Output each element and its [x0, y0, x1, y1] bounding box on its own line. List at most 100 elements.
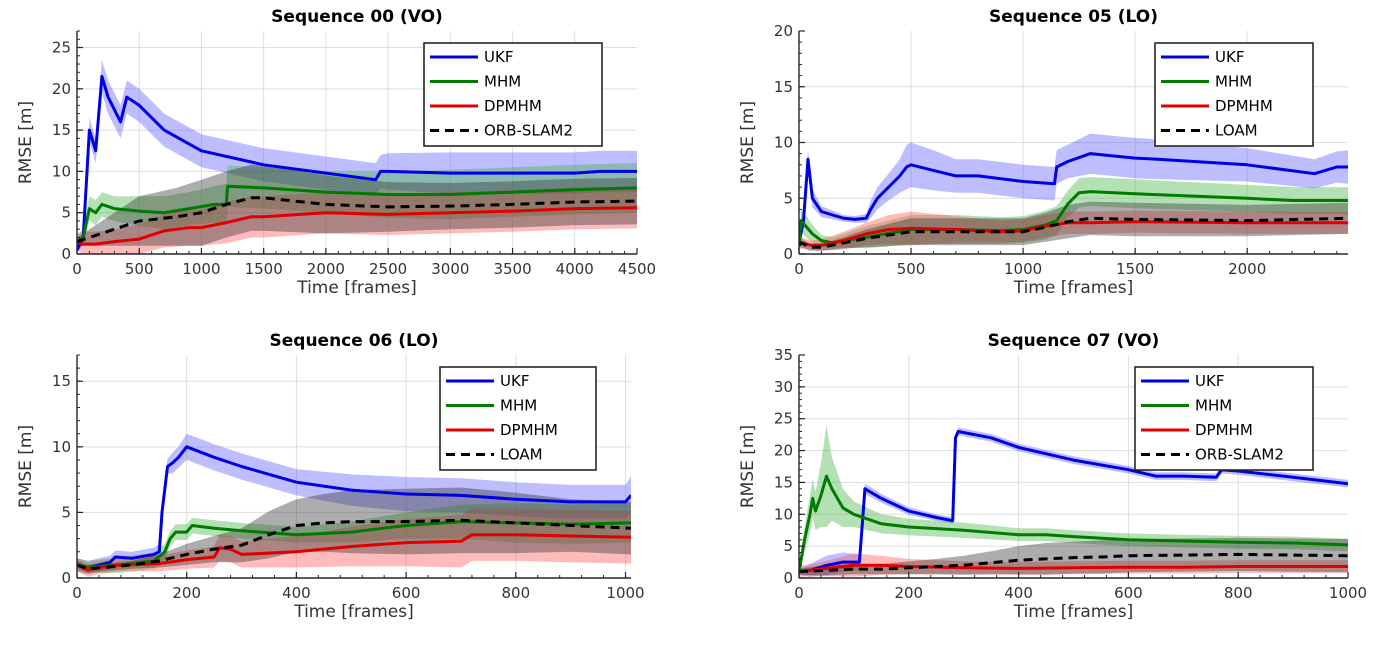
legend-label-mhm: MHM: [1215, 73, 1252, 91]
legend-label-ukf: UKF: [484, 48, 513, 66]
x-axis-label: Time [frames]: [1013, 602, 1134, 622]
y-tick-label: 10: [774, 505, 793, 523]
y-tick-label: 30: [774, 378, 793, 396]
x-tick-label: 800: [501, 584, 530, 602]
legend: UKF MHM DPMHM ORB-SLAM2: [1134, 366, 1314, 471]
x-tick-label: 0: [72, 584, 82, 602]
band-dpmhm: [799, 553, 1348, 577]
line-ukf: [799, 430, 1348, 574]
legend-box: [439, 366, 597, 471]
legend-label-loam: LOAM: [500, 446, 543, 464]
series-group: [799, 425, 1348, 577]
legend-label-ukf: UKF: [500, 372, 529, 390]
y-tick-label: 5: [783, 537, 793, 555]
y-tick-label: 10: [774, 134, 793, 152]
x-tick-label: 200: [172, 584, 201, 602]
x-tick-label: 3500: [493, 260, 531, 278]
x-tick-label: 0: [72, 260, 82, 278]
line-ukf: [799, 152, 1348, 244]
x-tick-label: 400: [282, 584, 311, 602]
x-axis-label: Time [frames]: [1013, 278, 1134, 298]
x-tick-label: 4500: [618, 260, 656, 278]
x-tick-label: 800: [1224, 584, 1253, 602]
x-axis-label: Time [frames]: [296, 278, 417, 298]
legend-label-dpmhm: DPMHM: [1215, 97, 1273, 115]
line-loam: [799, 216, 1348, 249]
panel-2: 0 5 10 15 0 200 400 600 800 1000 Sequence 06 (LO) T…: [16, 331, 645, 622]
y-tick-label: 0: [783, 569, 793, 587]
line-ukf: [77, 445, 631, 569]
legend-label-mhm: MHM: [484, 73, 521, 91]
y-tick-label: 15: [52, 121, 71, 139]
x-tick-label: 1000: [1329, 584, 1367, 602]
x-tick-label: 600: [1114, 584, 1143, 602]
x-tick-label: 600: [392, 584, 421, 602]
x-tick-label: 0: [794, 584, 804, 602]
legend-box: [1134, 366, 1314, 471]
y-tick-label: 5: [783, 189, 793, 207]
y-axis-label: RMSE [m]: [16, 425, 36, 508]
y-tick-label: 20: [52, 80, 71, 98]
band-dpmhm: [77, 508, 631, 577]
x-tick-label: 1500: [1116, 260, 1154, 278]
legend-label-dpmhm: DPMHM: [500, 421, 558, 439]
line-dpmhm: [799, 563, 1348, 574]
legend-label-orb-slam2: ORB-SLAM2: [1195, 446, 1284, 464]
y-axis-label: RMSE [m]: [738, 425, 758, 508]
x-tick-label: 200: [894, 584, 923, 602]
x-tick-label: 1500: [245, 260, 283, 278]
x-tick-label: 2500: [369, 260, 407, 278]
legend: UKF MHM DPMHM LOAM: [439, 366, 597, 471]
x-tick-label: 1000: [1004, 260, 1042, 278]
legend-label-mhm: MHM: [1195, 397, 1232, 415]
legend-label-dpmhm: DPMHM: [484, 97, 542, 115]
y-tick-label: 25: [774, 410, 793, 428]
y-tick-label: 0: [61, 569, 71, 587]
series-group: [799, 133, 1348, 251]
series-group: [77, 59, 637, 254]
y-tick-label: 20: [774, 442, 793, 460]
x-tick-label: 4000: [556, 260, 594, 278]
panel-title: Sequence 05 (LO): [989, 7, 1158, 27]
legend-box: [1154, 42, 1314, 147]
y-tick-label: 15: [774, 78, 793, 96]
legend-label-dpmhm: DPMHM: [1195, 421, 1253, 439]
y-tick-label: 15: [52, 372, 71, 390]
x-tick-label: 1000: [182, 260, 220, 278]
y-tick-label: 0: [61, 245, 71, 263]
panel-title: Sequence 07 (VO): [988, 331, 1160, 351]
line-dpmhm: [77, 533, 631, 572]
legend: UKF MHM DPMHM ORB-SLAM2: [423, 42, 603, 147]
band-ukf: [77, 59, 637, 253]
legend-box: [423, 42, 603, 147]
panel-title: Sequence 00 (VO): [271, 7, 443, 27]
x-tick-label: 2000: [307, 260, 345, 278]
y-tick-label: 35: [774, 346, 793, 364]
y-tick-label: 20: [774, 22, 793, 40]
y-tick-label: 5: [61, 503, 71, 521]
band-ukf: [77, 433, 631, 575]
line-dpmhm: [799, 220, 1348, 247]
band-dpmhm: [799, 210, 1348, 251]
line-dpmhm: [77, 206, 637, 246]
panel-0: 0 5 10 15 20 25 0 500 1000 1500 2000 2500 3000 3500 40…: [16, 7, 656, 298]
legend-label-ukf: UKF: [1215, 48, 1244, 66]
y-tick-label: 5: [61, 204, 71, 222]
line-ukf: [77, 74, 637, 251]
panel-title: Sequence 06 (LO): [270, 331, 439, 351]
x-tick-label: 2000: [1228, 260, 1266, 278]
legend-label-mhm: MHM: [500, 397, 537, 415]
x-tick-label: 400: [1004, 584, 1033, 602]
legend: UKF MHM DPMHM LOAM: [1154, 42, 1314, 147]
y-tick-label: 10: [52, 162, 71, 180]
band-loam: [77, 487, 631, 573]
x-tick-label: 500: [897, 260, 926, 278]
panel-3: 0 5 10 15 20 25 30 35 0 200 400 600 800 1000 Sequence …: [738, 331, 1367, 622]
line-loam: [77, 518, 631, 571]
y-axis-label: RMSE [m]: [738, 101, 758, 184]
y-tick-label: 25: [52, 39, 71, 57]
line-mhm: [799, 474, 1348, 572]
series-group: [77, 433, 631, 577]
y-axis-label: RMSE [m]: [16, 101, 36, 184]
